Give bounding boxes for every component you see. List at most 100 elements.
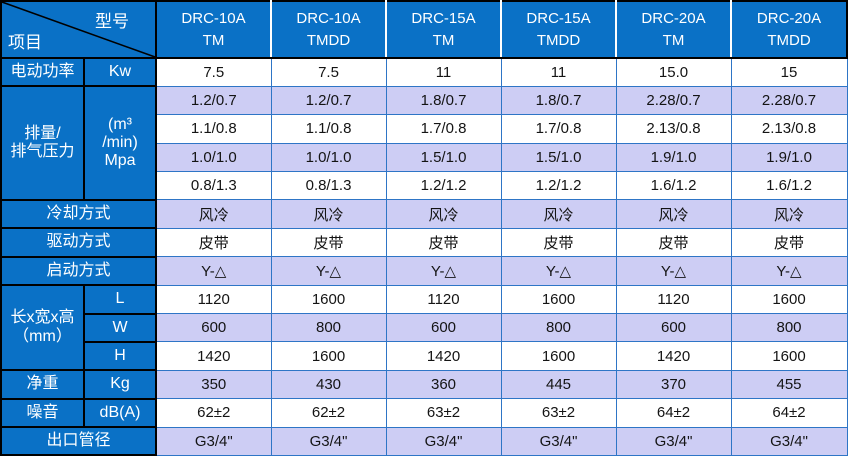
corner-cell: 型号 项目	[0, 0, 157, 59]
data-cell: Y-△	[270, 256, 387, 286]
data-cell: 62±2	[155, 398, 272, 428]
data-cell: G3/4"	[270, 426, 387, 456]
data-cell: 1.0/1.0	[155, 142, 272, 173]
data-cell: 风冷	[385, 199, 502, 229]
data-cell: 1.1/0.8	[270, 114, 387, 144]
data-cell: Y-△	[500, 256, 617, 286]
data-cell: 皮带	[615, 227, 732, 258]
data-cell: 风冷	[270, 199, 387, 229]
model-variant: TM	[662, 31, 685, 49]
row-label-displacement: 排量/ 排气压力	[0, 85, 85, 201]
model-variant: TMDD	[767, 31, 811, 49]
model-name: DRC-10A	[181, 9, 246, 27]
data-cell: 350	[155, 369, 272, 400]
data-cell: 1.6/1.2	[615, 171, 732, 201]
unit-dimension-w: W	[83, 312, 157, 343]
data-cell: 皮带	[730, 227, 848, 258]
data-cell: 1.8/0.7	[385, 85, 502, 116]
data-cell: 风冷	[730, 199, 848, 229]
row-label-drive: 驱动方式	[0, 227, 157, 258]
model-header-drc15a-tmdd: DRC-15A TMDD	[500, 0, 617, 59]
row-label-outlet: 出口管径	[0, 426, 157, 457]
label-line: 长x宽x高	[10, 309, 75, 327]
model-name: DRC-10A	[296, 9, 361, 27]
data-cell: G3/4"	[730, 426, 848, 456]
unit-dimension-h: H	[83, 340, 157, 372]
model-name: DRC-15A	[526, 9, 591, 27]
unit-power: Kw	[83, 56, 157, 88]
data-cell: 1.2/0.7	[155, 85, 272, 116]
row-label-dimensions: 长x宽x高 （mm）	[0, 284, 85, 372]
data-cell: 0.8/1.3	[155, 171, 272, 201]
data-cell: 1.5/1.0	[385, 142, 502, 173]
unit-noise: dB(A)	[83, 397, 157, 429]
data-cell: 1600	[730, 284, 848, 315]
data-cell: 445	[500, 369, 617, 400]
model-variant: TMDD	[536, 31, 581, 49]
model-name: DRC-20A	[641, 9, 706, 27]
data-cell: 1120	[615, 284, 732, 315]
label-line: 排量/	[24, 124, 61, 142]
data-cell: 1.2/1.2	[385, 171, 502, 201]
data-cell: 1.0/1.0	[270, 142, 387, 173]
data-cell: 15.0	[615, 57, 732, 87]
data-cell: 1.5/1.0	[500, 142, 617, 173]
data-cell: 430	[270, 369, 387, 400]
data-cell: 1600	[500, 284, 617, 315]
label-line: （mm）	[13, 327, 72, 345]
unit-line: Mpa	[104, 152, 136, 170]
data-cell: G3/4"	[385, 426, 502, 456]
data-cell: 7.5	[155, 57, 272, 87]
row-label-noise: 噪音	[0, 397, 85, 429]
unit-displacement: (m³ /min) Mpa	[83, 85, 157, 201]
model-variant: TMDD	[306, 31, 351, 49]
data-cell: 600	[155, 313, 272, 343]
data-cell: 1120	[155, 284, 272, 315]
data-cell: Y-△	[385, 256, 502, 286]
data-cell: 1.7/0.8	[385, 114, 502, 144]
data-cell: 2.13/0.8	[615, 114, 732, 144]
data-cell: 64±2	[615, 398, 732, 428]
data-cell: 1.1/0.8	[155, 114, 272, 144]
data-cell: 7.5	[270, 57, 387, 87]
data-cell: 2.13/0.8	[730, 114, 848, 144]
data-cell: Y-△	[155, 256, 272, 286]
model-header-drc20a-tmdd: DRC-20A TMDD	[730, 0, 848, 59]
data-cell: 11	[500, 57, 617, 87]
data-cell: 1600	[500, 341, 617, 371]
data-cell: G3/4"	[615, 426, 732, 456]
data-cell: 370	[615, 369, 732, 400]
model-header-drc10a-tmdd: DRC-10A TMDD	[270, 0, 387, 59]
data-cell: 600	[385, 313, 502, 343]
data-cell: 800	[500, 313, 617, 343]
data-cell: 360	[385, 369, 502, 400]
data-cell: Y-△	[615, 256, 732, 286]
data-cell: 1.9/1.0	[730, 142, 848, 173]
model-name: DRC-20A	[756, 9, 822, 27]
data-cell: 皮带	[270, 227, 387, 258]
data-cell: 1.8/0.7	[500, 85, 617, 116]
row-label-start: 启动方式	[0, 255, 157, 287]
data-cell: Y-△	[730, 256, 848, 286]
data-cell: 皮带	[500, 227, 617, 258]
model-name: DRC-15A	[411, 9, 476, 27]
data-cell: 11	[385, 57, 502, 87]
data-cell: 63±2	[385, 398, 502, 428]
row-label-cooling: 冷却方式	[0, 198, 157, 230]
model-variant: TM	[202, 31, 225, 49]
unit-dimension-l: L	[83, 284, 157, 315]
data-cell: 1600	[270, 284, 387, 315]
corner-label-model: 型号	[95, 12, 129, 31]
data-cell: 0.8/1.3	[270, 171, 387, 201]
data-cell: 1.6/1.2	[730, 171, 848, 201]
data-cell: 455	[730, 369, 848, 400]
data-cell: 风冷	[615, 199, 732, 229]
model-header-drc15a-tm: DRC-15A TM	[385, 0, 502, 59]
data-cell: 1.9/1.0	[615, 142, 732, 173]
data-cell: G3/4"	[155, 426, 272, 456]
data-cell: 1600	[730, 341, 848, 371]
unit-weight: Kg	[83, 369, 157, 400]
data-cell: 1600	[270, 341, 387, 371]
model-variant: TM	[432, 31, 455, 49]
